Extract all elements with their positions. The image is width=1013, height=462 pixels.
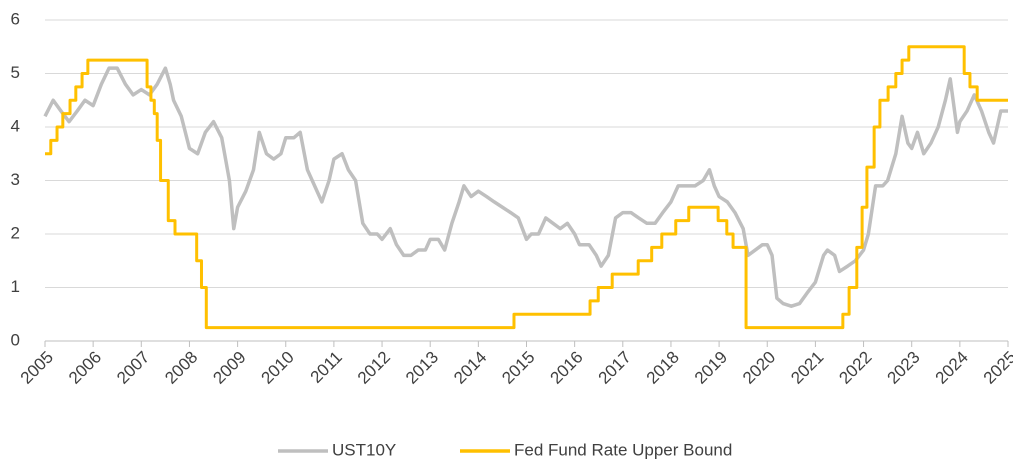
x-tick-label: 2013	[402, 348, 442, 388]
x-tick-label: 2017	[595, 348, 635, 388]
x-tick-label: 2015	[498, 348, 538, 388]
x-tick-label: 2024	[932, 348, 972, 388]
series-line	[43, 66, 1008, 308]
x-tick-label: 2012	[354, 348, 394, 388]
x-tick-label: 2022	[835, 348, 875, 388]
x-tick-label: 2023	[884, 348, 924, 388]
legend-item: Fed Fund Rate Upper Bound	[460, 440, 732, 459]
y-tick-label: 0	[11, 330, 20, 349]
y-tick-label: 1	[11, 277, 20, 296]
y-tick-label: 6	[11, 9, 20, 28]
y-tick-label: 2	[11, 223, 20, 242]
x-tick-label: 2010	[258, 348, 298, 388]
legend-item: UST10Y	[278, 440, 396, 459]
x-tick-label: 2020	[739, 348, 779, 388]
x-tick-label: 2011	[307, 348, 346, 387]
legend-label: Fed Fund Rate Upper Bound	[514, 440, 732, 459]
x-tick-label: 2006	[65, 348, 105, 388]
x-tick-label: 2016	[546, 348, 586, 388]
x-tick-label: 2005	[17, 348, 57, 388]
legend-label: UST10Y	[332, 440, 396, 459]
y-tick-label: 3	[11, 170, 20, 189]
x-tick-label: 2019	[691, 348, 731, 388]
x-tick-label: 2007	[113, 348, 153, 388]
y-tick-label: 4	[11, 116, 20, 135]
x-tick-label: 2008	[161, 348, 201, 388]
x-tick-label: 2009	[209, 348, 249, 388]
y-tick-label: 5	[11, 63, 20, 82]
x-tick-label: 2021	[787, 348, 827, 388]
series-line	[45, 45, 1008, 330]
x-tick-label: 2025	[980, 348, 1013, 388]
x-tick-label: 2018	[643, 348, 683, 388]
x-tick-label: 2014	[450, 348, 490, 388]
